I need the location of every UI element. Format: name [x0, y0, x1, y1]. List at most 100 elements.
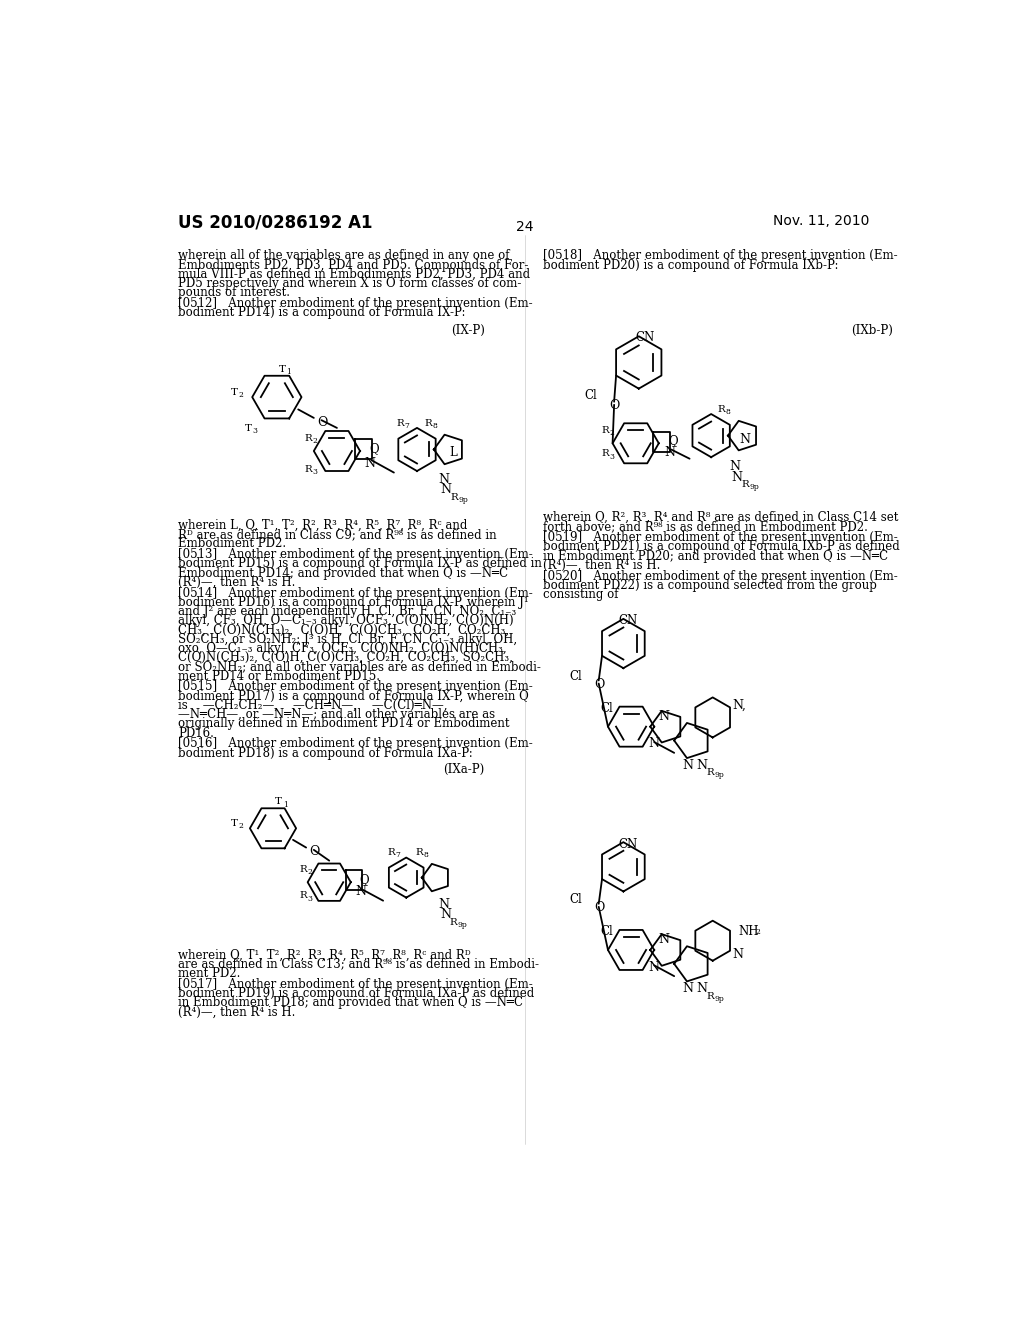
Text: 3: 3	[252, 428, 257, 436]
Text: Nov. 11, 2010: Nov. 11, 2010	[773, 214, 869, 228]
Text: 7: 7	[403, 422, 409, 430]
Text: 9p: 9p	[459, 496, 468, 504]
Text: R: R	[416, 849, 423, 857]
Text: T: T	[230, 818, 238, 828]
Text: mula VIII-P as defined in Embodiments PD2, PD3, PD4 and: mula VIII-P as defined in Embodiments PD…	[178, 268, 530, 281]
Text: N: N	[696, 982, 708, 995]
Text: [0515]   Another embodiment of the present invention (Em-: [0515] Another embodiment of the present…	[178, 681, 534, 693]
Text: 8: 8	[432, 422, 437, 430]
Text: 7: 7	[395, 851, 400, 859]
Text: 2: 2	[312, 437, 317, 445]
Text: N: N	[730, 461, 740, 474]
Text: bodiment PD17) is a compound of Formula IX-P, wherein Q: bodiment PD17) is a compound of Formula …	[178, 689, 529, 702]
Text: wherein Q, R², R³, R⁴ and R⁸ are as defined in Class C14 set: wherein Q, R², R³, R⁴ and R⁸ are as defi…	[544, 511, 899, 524]
Text: R: R	[742, 480, 750, 490]
Text: 1: 1	[283, 800, 288, 809]
Text: R: R	[717, 405, 725, 413]
Text: or SO₂NH₂; and all other variables are as defined in Embodi-: or SO₂NH₂; and all other variables are a…	[178, 660, 541, 673]
Text: (IX-P): (IX-P)	[451, 323, 484, 337]
Text: Q: Q	[359, 873, 369, 886]
Text: 9p: 9p	[457, 921, 467, 929]
Text: R: R	[300, 891, 307, 900]
Text: oxo, O—C₁₋₃ alkyl, CF₃, OCF₃, C(O)NH₂, C(O)N(H)CH₃,: oxo, O—C₁₋₃ alkyl, CF₃, OCF₃, C(O)NH₂, C…	[178, 642, 507, 655]
Text: N: N	[355, 886, 367, 899]
Text: —N═CH—, or —N═N—; and all other variables are as: —N═CH—, or —N═N—; and all other variable…	[178, 708, 496, 721]
Text: forth above; and R⁹ᴽ is as defined in Embodiment PD2.: forth above; and R⁹ᴽ is as defined in Em…	[544, 520, 868, 533]
Text: [0512]   Another embodiment of the present invention (Em-: [0512] Another embodiment of the present…	[178, 297, 532, 310]
Text: O: O	[594, 902, 604, 915]
Text: 1: 1	[286, 368, 291, 376]
Text: [0519]   Another embodiment of the present invention (Em-: [0519] Another embodiment of the present…	[544, 531, 898, 544]
Text: R: R	[388, 849, 395, 857]
Text: (IXb-P): (IXb-P)	[851, 323, 893, 337]
Text: bodiment PD18) is a compound of Formula IXa-P:: bodiment PD18) is a compound of Formula …	[178, 747, 473, 760]
Text: PD5 respectively and wherein X is O form classes of com-: PD5 respectively and wherein X is O form…	[178, 277, 521, 290]
Text: is    —CH₂CH₂—,    —CH═N—,    —C(Cl)═N—,: is —CH₂CH₂—, —CH═N—, —C(Cl)═N—,	[178, 700, 447, 711]
Text: N: N	[682, 759, 693, 772]
Text: 9p: 9p	[714, 771, 724, 779]
Text: [0514]   Another embodiment of the present invention (Em-: [0514] Another embodiment of the present…	[178, 586, 534, 599]
Text: pounds of interest.: pounds of interest.	[178, 286, 290, 300]
Text: in Embodiment PD18; and provided that when Q is —N═C: in Embodiment PD18; and provided that wh…	[178, 997, 523, 1010]
Text: (R⁴)—, then R⁴ is H.: (R⁴)—, then R⁴ is H.	[178, 1006, 296, 1019]
Text: N: N	[733, 949, 743, 961]
Text: are as defined in Class C13; and R⁹ᴽ is as defined in Embodi-: are as defined in Class C13; and R⁹ᴽ is …	[178, 958, 540, 970]
Text: T: T	[230, 388, 238, 397]
Text: R: R	[300, 866, 307, 874]
Text: R: R	[707, 768, 715, 777]
Text: N: N	[440, 908, 452, 921]
Text: 2: 2	[307, 869, 312, 876]
Text: bodiment PD14) is a compound of Formula IX-P:: bodiment PD14) is a compound of Formula …	[178, 306, 466, 319]
Text: bodiment PD15) is a compound of Formula IX-P as defined in: bodiment PD15) is a compound of Formula …	[178, 557, 542, 570]
Text: N: N	[733, 700, 743, 711]
Text: PD16.: PD16.	[178, 726, 214, 739]
Text: R: R	[450, 917, 457, 927]
Text: originally defined in Embodiment PD14 or Embodiment: originally defined in Embodiment PD14 or…	[178, 718, 510, 730]
Text: 3: 3	[609, 453, 614, 461]
Text: Embodiments PD2, PD3, PD4 and PD5. Compounds of For-: Embodiments PD2, PD3, PD4 and PD5. Compo…	[178, 259, 528, 272]
Text: 2: 2	[239, 391, 244, 399]
Text: wherein all of the variables are as defined in any one of: wherein all of the variables are as defi…	[178, 249, 510, 263]
Text: R: R	[304, 465, 312, 474]
Text: in Embodiment PD20; and provided that when Q is —N═C: in Embodiment PD20; and provided that wh…	[544, 549, 889, 562]
Text: 9p: 9p	[714, 995, 724, 1003]
Text: N: N	[682, 982, 693, 995]
Text: 3: 3	[312, 469, 317, 477]
Text: bodiment PD22) is a compound selected from the group: bodiment PD22) is a compound selected fr…	[544, 579, 878, 591]
Text: Cl: Cl	[569, 892, 583, 906]
Text: bodiment PD19) is a compound of Formula IXa-P as defined: bodiment PD19) is a compound of Formula …	[178, 987, 535, 1001]
Text: Cl: Cl	[600, 702, 613, 715]
Text: R: R	[425, 418, 432, 428]
Text: Q: Q	[370, 442, 379, 455]
Text: alkyl, CF₃, OH, O—C₁₋₃ alkyl, OCF₃, C(O)NH₂, C(O)N(H): alkyl, CF₃, OH, O—C₁₋₃ alkyl, OCF₃, C(O)…	[178, 614, 514, 627]
Text: [0518]   Another embodiment of the present invention (Em-: [0518] Another embodiment of the present…	[544, 249, 898, 263]
Text: SO₂CH₃, or SO₂NH₂; J³ is H, Cl, Br, F, CN, C₁₋₃ alkyl, OH,: SO₂CH₃, or SO₂NH₂; J³ is H, Cl, Br, F, C…	[178, 632, 517, 645]
Text: wherein L, Q, T¹, T², R², R³, R⁴, R⁵, R⁷, R⁸, Rᶜ and: wherein L, Q, T¹, T², R², R³, R⁴, R⁵, R⁷…	[178, 519, 468, 532]
Text: R: R	[707, 991, 715, 1001]
Text: 24: 24	[516, 220, 534, 234]
Text: T: T	[275, 797, 283, 807]
Text: Rᴰ are as defined in Class C9; and R⁹ᴽ is as defined in: Rᴰ are as defined in Class C9; and R⁹ᴽ i…	[178, 528, 497, 541]
Text: 9p: 9p	[750, 483, 760, 491]
Text: N: N	[438, 473, 450, 486]
Text: Cl: Cl	[569, 669, 583, 682]
Text: and J² are each independently H, Cl, Br, F, CN, NO₂, C₁₋₃: and J² are each independently H, Cl, Br,…	[178, 605, 516, 618]
Text: bodiment PD20) is a compound of Formula IXb-P:: bodiment PD20) is a compound of Formula …	[544, 259, 839, 272]
Text: [0513]   Another embodiment of the present invention (Em-: [0513] Another embodiment of the present…	[178, 548, 534, 561]
Text: N: N	[696, 759, 708, 772]
Text: R: R	[304, 434, 312, 444]
Text: [0520]   Another embodiment of the present invention (Em-: [0520] Another embodiment of the present…	[544, 570, 898, 582]
Text: N: N	[649, 961, 659, 974]
Text: N: N	[731, 471, 742, 484]
Text: C(O)N(CH₃)₂, C(O)H, C(O)CH₃, CO₂H, CO₂CH₃, SO₂CH₃,: C(O)N(CH₃)₂, C(O)H, C(O)CH₃, CO₂H, CO₂CH…	[178, 651, 513, 664]
Text: Embodiment PD14; and provided that when Q is —N═C: Embodiment PD14; and provided that when …	[178, 566, 509, 579]
Text: N: N	[649, 738, 659, 751]
Text: US 2010/0286192 A1: US 2010/0286192 A1	[178, 214, 373, 232]
Text: T: T	[279, 364, 286, 374]
Text: Cl: Cl	[585, 389, 598, 403]
Text: CN: CN	[617, 838, 637, 850]
Text: R: R	[396, 418, 403, 428]
Text: N: N	[438, 898, 450, 911]
Text: CH₃,  C(O)N(CH₃)₂,  C(O)H,  C(O)CH₃,  CO₂H,  CO₂CH₃,: CH₃, C(O)N(CH₃)₂, C(O)H, C(O)CH₃, CO₂H, …	[178, 623, 509, 636]
Text: 2: 2	[609, 429, 614, 437]
